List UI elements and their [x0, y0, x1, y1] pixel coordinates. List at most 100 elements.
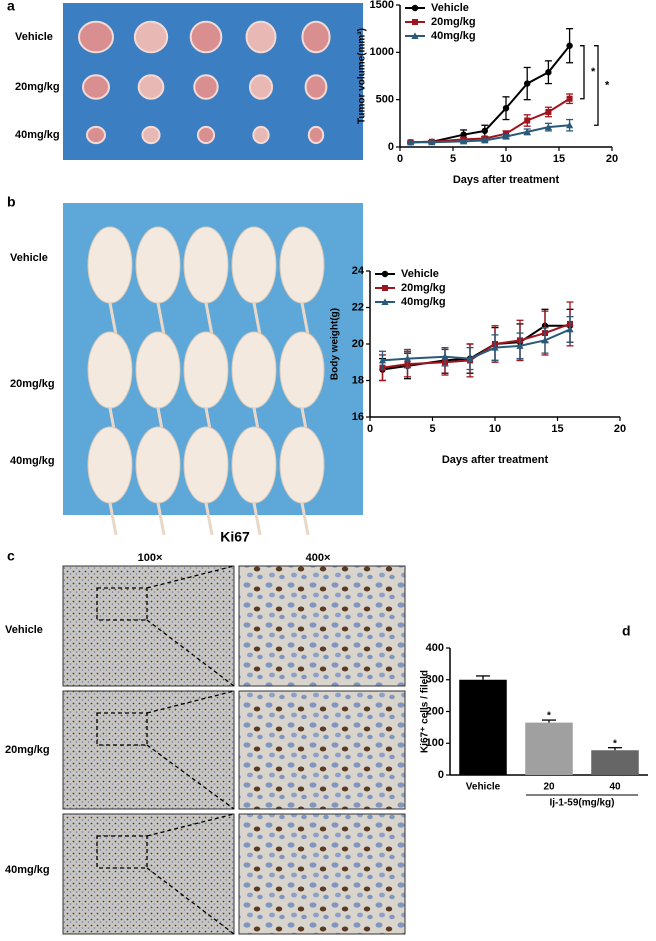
- marker: [466, 355, 474, 362]
- marker: [566, 42, 573, 49]
- x-tick-label: 10: [489, 423, 501, 435]
- x-axis-label: Days after treatment: [453, 174, 560, 186]
- mice: [87, 226, 325, 536]
- marker: [566, 325, 574, 333]
- x-tick-label: 0: [397, 153, 403, 165]
- mouse-tail: [300, 502, 310, 536]
- mouse-body: [279, 426, 325, 504]
- tumor: [137, 74, 165, 100]
- legend-marker: [381, 270, 389, 278]
- marker: [502, 132, 510, 140]
- marker: [481, 136, 489, 144]
- tumor: [82, 74, 110, 100]
- zoom-line: [146, 690, 235, 714]
- x-tick-label: 5: [429, 423, 435, 435]
- row-label: 20mg/kg: [10, 378, 55, 390]
- significance-label: *: [613, 738, 617, 749]
- mouse-tail: [108, 502, 118, 536]
- mouse-tail: [204, 302, 214, 336]
- mouse-body: [183, 426, 229, 504]
- marker: [516, 342, 524, 349]
- legend-label: 40mg/kg: [401, 296, 446, 308]
- row-label: 20mg/kg: [15, 81, 60, 93]
- ihc-low: [62, 690, 235, 810]
- mouse-body: [231, 426, 277, 504]
- tumors: [78, 20, 331, 145]
- row-label: Vehicle: [15, 31, 53, 43]
- y-tick-label: 200: [426, 705, 444, 717]
- bar: [525, 722, 573, 775]
- marker: [441, 353, 449, 360]
- marker: [541, 336, 549, 344]
- legend-label: 20mg/kg: [431, 16, 476, 28]
- mouse-body: [135, 426, 181, 504]
- mouse-body: [183, 226, 229, 304]
- tumor: [193, 74, 219, 100]
- x-tick-label: 5: [450, 153, 456, 165]
- legend-label: 40mg/kg: [431, 30, 476, 42]
- zoom-line: [146, 619, 235, 687]
- legend-marker: [411, 32, 419, 39]
- legend-label: 20mg/kg: [401, 282, 446, 294]
- y-tick-label: 18: [352, 374, 364, 386]
- y-tick-label: 1500: [370, 0, 394, 11]
- ihc-high: [238, 565, 406, 687]
- row-label: 40mg/kg: [10, 455, 55, 467]
- legend-marker: [411, 4, 419, 12]
- tumor: [133, 20, 169, 54]
- mouse-body: [135, 226, 181, 304]
- y-tick-label: 24: [352, 265, 365, 277]
- mouse-body: [87, 331, 133, 409]
- marker: [428, 138, 436, 146]
- marker: [378, 356, 387, 364]
- x-tick-label: 20: [606, 153, 618, 165]
- bar: [459, 679, 507, 775]
- mouse-body: [183, 331, 229, 409]
- y-tick-label: 400: [426, 642, 444, 654]
- panel-letter: b: [7, 194, 16, 210]
- marker: [545, 108, 552, 115]
- panel-title: Ki67: [220, 529, 250, 545]
- row-label: 20mg/kg: [5, 744, 50, 756]
- significance-label: *: [591, 66, 596, 78]
- tumor: [86, 125, 106, 145]
- x-tick-label: Vehicle: [466, 782, 501, 793]
- row-label: 40mg/kg: [15, 129, 60, 141]
- mouse-body: [231, 226, 277, 304]
- marker: [523, 128, 531, 135]
- marker: [460, 131, 467, 138]
- series-line: [382, 328, 571, 362]
- legend-marker: [412, 19, 418, 25]
- y-tick-label: 20: [352, 338, 364, 350]
- tumor: [78, 20, 114, 54]
- mouse-tail: [156, 302, 166, 336]
- significance-label: *: [547, 711, 551, 722]
- y-tick-label: 0: [388, 141, 394, 153]
- zoom-line: [146, 565, 235, 589]
- significance-label: *: [605, 79, 610, 91]
- marker: [460, 137, 468, 145]
- ihc-images: [62, 565, 406, 935]
- row-label: Vehicle: [5, 624, 43, 636]
- tumor: [252, 125, 270, 145]
- x-tick-label: 10: [500, 153, 512, 165]
- significance-bracket: [594, 45, 599, 126]
- column-label: 400×: [306, 552, 331, 564]
- y-axis-label: Ki67⁺ cells / fileld: [420, 670, 431, 753]
- y-tick-label: 100: [426, 737, 444, 749]
- panel-letter: a: [7, 0, 15, 14]
- ihc-low: [62, 565, 235, 687]
- ihc-high: [238, 690, 406, 810]
- marker: [566, 121, 574, 129]
- mouse-tail: [108, 302, 118, 336]
- x-axis-label: Ij-1-59(mg/kg): [549, 798, 614, 809]
- panel-letter: d: [622, 623, 631, 639]
- x-tick-label: 0: [367, 423, 373, 435]
- mouse-body: [87, 426, 133, 504]
- mouse-body: [279, 226, 325, 304]
- marker: [491, 344, 499, 351]
- column-label: 100×: [138, 552, 163, 564]
- mouse-tail: [300, 302, 310, 336]
- mouse-body: [135, 331, 181, 409]
